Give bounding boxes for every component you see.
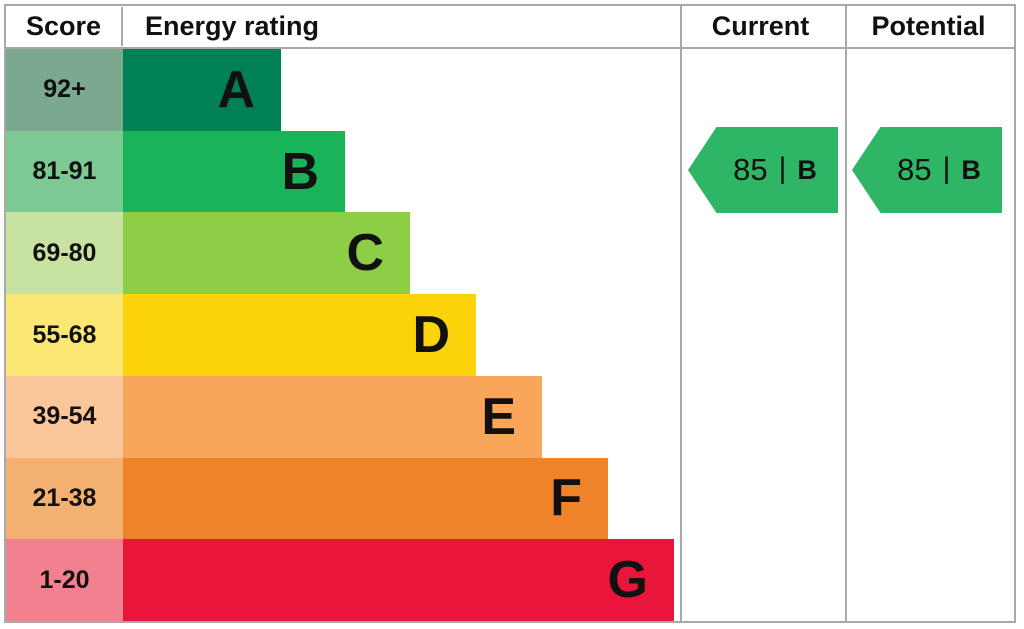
potential-rating-arrow: 85 | B — [852, 127, 1002, 213]
rating-bar-a: A — [123, 49, 281, 131]
rating-letter-b: B — [281, 142, 319, 201]
rating-letter-e: E — [481, 387, 516, 446]
chart-inner: Score Energy rating Current Potential 92… — [6, 6, 1014, 622]
header-energy-rating: Energy rating — [145, 11, 320, 41]
current-rating-arrow: 85 | B — [688, 127, 838, 213]
potential-rating-separator: | — [942, 152, 951, 185]
rating-letter-f: F — [550, 469, 582, 528]
rating-bar-b: B — [123, 130, 345, 213]
rating-bar-g: G — [123, 539, 674, 622]
rating-bar-f: F — [123, 457, 608, 540]
band-row-g: 1-20 G — [6, 539, 1014, 622]
rating-bar-e: E — [123, 375, 542, 458]
current-rating-separator: | — [778, 152, 787, 185]
score-range-d: 55-68 — [6, 294, 123, 376]
score-range-g: 1-20 — [6, 539, 123, 622]
rating-letter-g: G — [607, 551, 648, 610]
chart-frame: Score Energy rating Current Potential 92… — [4, 4, 1016, 623]
score-range-b: 81-91 — [6, 130, 123, 213]
score-range-a: 92+ — [6, 49, 123, 131]
header-score: Score — [6, 7, 123, 46]
potential-column-divider — [845, 6, 847, 621]
potential-rating-value: 85 — [897, 152, 932, 187]
score-range-e: 39-54 — [6, 375, 123, 458]
rating-letter-a: A — [217, 60, 255, 119]
band-row-d: 55-68 D — [6, 294, 1014, 376]
score-range-c: 69-80 — [6, 212, 123, 295]
band-row-e: 39-54 E — [6, 375, 1014, 458]
header-potential: Potential — [871, 11, 986, 41]
band-row-b: 81-91 B — [6, 130, 1014, 213]
potential-rating-letter: B — [961, 154, 981, 185]
header-current: Current — [711, 11, 810, 41]
band-row-f: 21-38 F — [6, 457, 1014, 540]
band-row-c: 69-80 C — [6, 212, 1014, 295]
current-rating-value: 85 — [733, 152, 768, 187]
band-row-a: 92+ A — [6, 49, 1014, 131]
rating-bar-d: D — [123, 294, 476, 376]
current-column-divider — [680, 6, 682, 621]
rating-bar-c: C — [123, 212, 410, 295]
rating-letter-c: C — [346, 224, 384, 283]
band-rows: 92+ A 81-91 B 69-80 C — [6, 49, 1014, 622]
header-row: Score Energy rating Current Potential — [6, 6, 1014, 49]
score-range-f: 21-38 — [6, 457, 123, 540]
rating-letter-d: D — [412, 306, 450, 365]
current-rating-letter: B — [797, 154, 817, 185]
